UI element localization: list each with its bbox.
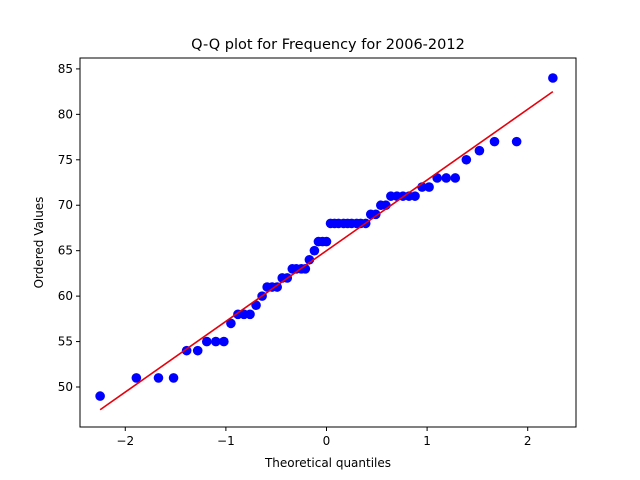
data-point [272,282,282,292]
data-point [153,373,164,383]
data-point [219,336,229,347]
data-point [201,336,212,347]
data-point [245,309,255,320]
plot-area [95,73,558,411]
data-point [548,73,558,83]
y-tick-label: 80 [58,107,73,121]
y-tick-label: 85 [58,62,73,76]
x-tick-label: 0 [323,434,331,448]
data-point [410,191,420,201]
chart-title: Q-Q plot for Frequency for 2006-2012 [191,37,465,53]
x-axis-label: Theoretical quantiles [264,456,391,470]
data-point [474,145,485,156]
y-tick-label: 75 [58,153,73,167]
data-point [168,373,179,383]
fit-line [99,90,554,411]
y-tick-label: 70 [58,198,73,212]
data-point [181,345,192,356]
data-point [461,154,472,165]
data-point [211,336,221,347]
y-tick-label: 65 [58,244,73,258]
data-point [370,209,381,220]
y-tick-label: 50 [58,380,73,394]
data-point [489,136,500,147]
x-tick-label: −1 [217,434,235,448]
data-point [131,373,142,383]
y-axis-label: Ordered Values [32,197,46,289]
data-point [511,136,522,147]
x-tick-label: 2 [524,434,532,448]
x-tick-label: −2 [116,434,134,448]
data-point [95,391,105,401]
y-tick-label: 55 [58,335,73,349]
data-point [441,173,452,183]
x-tick-label: 1 [423,434,431,448]
data-point [450,173,461,183]
y-tick-label: 60 [58,289,73,303]
axis-ticks: −2 −1 0 1 2 50 55 60 65 70 75 80 85 [58,62,532,448]
data-point [424,182,434,192]
data-point [192,345,203,356]
data-point [304,254,315,265]
data-point [321,236,332,247]
data-point [309,245,320,256]
plot-frame [79,57,577,428]
data-point [226,318,236,329]
